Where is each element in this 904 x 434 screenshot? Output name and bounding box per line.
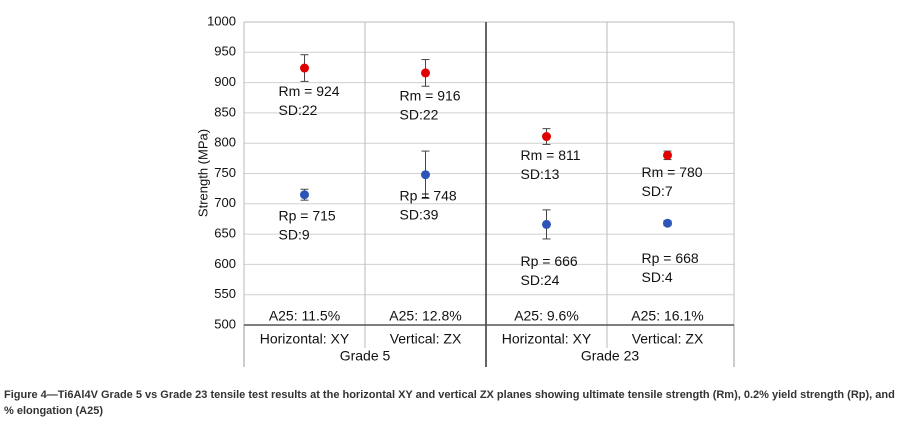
point [663,150,672,160]
value-label: Rm = 811 [521,147,581,163]
value-label: Rp = 668 [642,250,699,266]
value-label: Rp = 748 [400,187,457,203]
y-tick-label: 950 [214,44,236,59]
value-label: Rp = 715 [279,207,336,223]
y-tick-label: 1000 [207,13,236,28]
point [542,219,551,229]
sd-label: SD:39 [400,206,439,222]
y-tick-label: 500 [214,316,236,331]
point [542,132,551,142]
sd-label: SD:4 [642,269,673,285]
value-label: Rp = 666 [521,253,578,269]
elongation-label: A25: 11.5% [269,308,340,324]
x-tick-label: Vertical: ZX [632,331,704,347]
point [663,218,672,228]
sd-label: SD:13 [521,166,560,182]
caption: Figure 4—Ti6Al4V Grade 5 vs Grade 23 ten… [4,389,895,417]
sd-label: SD:22 [400,107,439,123]
y-tick-label: 750 [214,165,236,180]
point [300,63,309,73]
group-label: Grade 23 [581,348,640,364]
value-label: Rm = 780 [642,164,703,180]
y-tick-label: 900 [214,74,236,89]
sd-label: SD:7 [642,183,673,199]
y-axis-label: Strength (MPa) [195,129,210,217]
y-tick-label: 850 [214,104,236,119]
point [421,170,430,180]
y-tick-label: 600 [214,256,236,271]
sd-label: SD:24 [521,272,560,288]
elongation-label: A25: 9.6% [514,308,579,324]
x-tick-label: Horizontal: XY [260,331,350,347]
y-tick-label: 800 [214,135,236,150]
y-tick-label: 550 [214,286,236,301]
value-label: Rm = 924 [279,83,340,99]
point [300,190,309,200]
y-tick-label: 650 [214,226,236,241]
sd-label: SD:9 [279,226,310,242]
group-label: Grade 5 [340,348,391,364]
x-tick-label: Horizontal: XY [502,331,592,347]
elongation-label: A25: 16.1% [631,308,703,324]
x-tick-label: Vertical: ZX [390,331,462,347]
point [421,68,430,78]
y-tick-label: 700 [214,195,236,210]
chart: Strength (MPa) 500 550 600 650 700 750 800 850 9… [195,13,735,367]
elongation-label: A25: 12.8% [389,308,461,324]
value-label: Rm = 916 [400,88,461,104]
sd-label: SD:22 [279,102,318,118]
